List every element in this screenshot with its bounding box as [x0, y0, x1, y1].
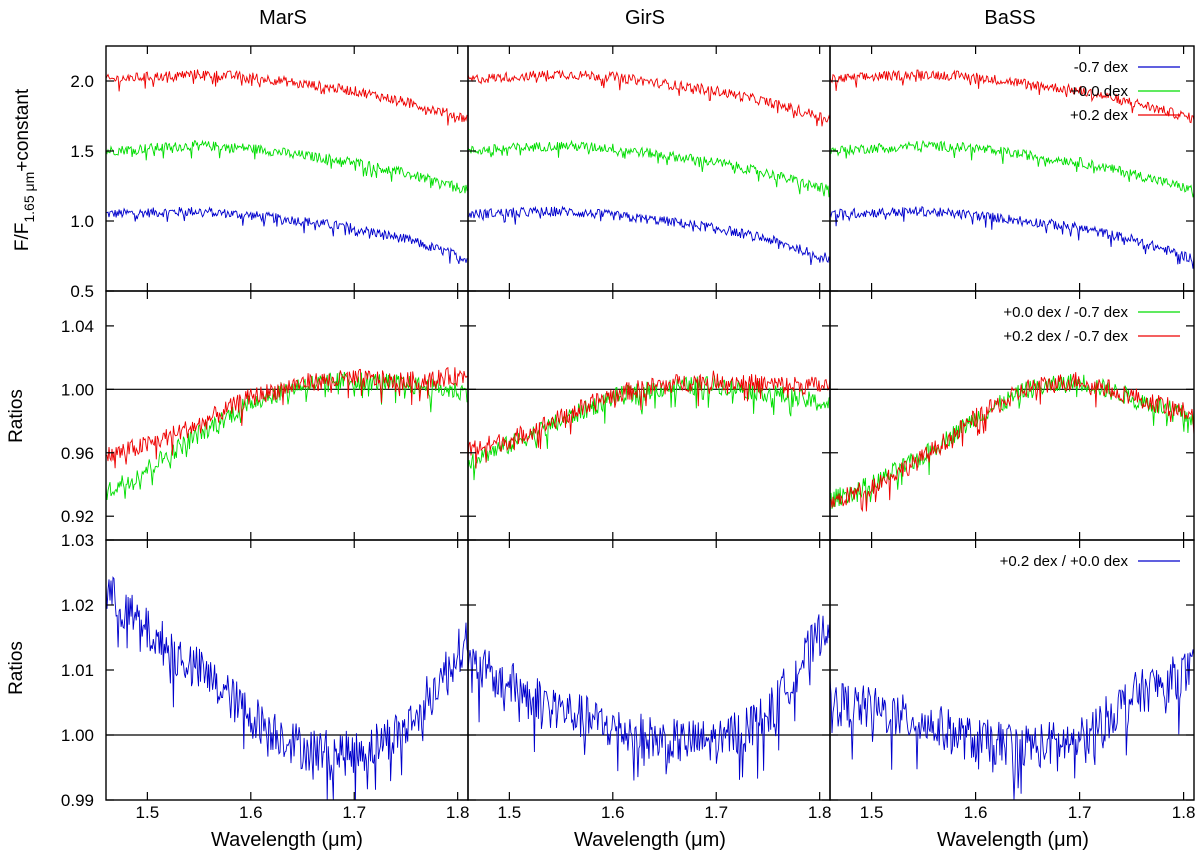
ylabel-row3: Ratios	[6, 641, 27, 695]
xlabel-bass: Wavelength (μm)	[937, 829, 1089, 851]
series-line-mars-2	[105, 366, 469, 469]
y-tick-label: 0.92	[61, 507, 94, 526]
xlabel-mars: Wavelength (μm)	[211, 829, 363, 851]
x-tick-label: 1.6	[601, 803, 625, 822]
y-tick-label: 0.99	[61, 791, 94, 810]
series-line-mars-3	[105, 69, 469, 126]
series-line-mars-1	[105, 371, 469, 501]
x-tick-label: 1.8	[808, 803, 832, 822]
panel-grid: 0.5 1.0 1.5 2.0 -0.7 dex +0.0 dex +0.2 dex 0.92…	[61, 45, 1196, 822]
legend-label: +0.0 dex / -0.7 dex	[1003, 304, 1128, 321]
ylabel-row2: Ratios	[6, 389, 27, 443]
column-title-mars: MarS	[259, 7, 307, 29]
x-tick-label: 1.8	[1172, 803, 1196, 822]
y-tick-label: 1.00	[61, 380, 94, 399]
panel-frame	[467, 539, 831, 801]
x-tick-label: 1.7	[1068, 803, 1092, 822]
x-tick-label: 1.8	[446, 803, 470, 822]
series-line-bass-1	[829, 205, 1195, 269]
series-line-girs-3	[467, 69, 831, 127]
series-line-bass-2	[829, 372, 1195, 513]
x-tick-label: 1.5	[860, 803, 884, 822]
y-tick-label: 1.04	[61, 317, 94, 336]
legend-label: -0.7 dex	[1074, 59, 1129, 76]
column-title-bass: BaSS	[984, 7, 1035, 29]
panel-girs-row3: 1.5 1.6 1.7 1.8	[467, 539, 832, 822]
series-line-bass-3	[829, 69, 1195, 124]
legend-label: +0.0 dex	[1070, 83, 1128, 100]
series-line-girs-1	[467, 375, 831, 481]
panel-frame	[467, 290, 831, 541]
series-line-mars-1	[105, 576, 469, 801]
series-line-girs-2	[467, 139, 831, 198]
legend-label: +0.2 dex	[1070, 107, 1128, 124]
xlabel-girs: Wavelength (μm)	[574, 829, 726, 851]
y-tick-label: 1.03	[61, 531, 94, 550]
panel-girs-row2	[467, 290, 831, 541]
x-tick-label: 1.6	[239, 803, 263, 822]
panel-mars-row2: 0.92 0.96 1.00 1.04	[61, 290, 469, 541]
series-line-bass-2	[829, 139, 1195, 198]
column-title-girs: GirS	[625, 7, 665, 29]
series-line-girs-2	[467, 370, 831, 469]
y-tick-label: 1.01	[61, 661, 94, 680]
x-tick-label: 1.6	[964, 803, 988, 822]
panel-frame	[105, 539, 469, 801]
y-tick-label: 1.0	[70, 212, 94, 231]
y-tick-label: 1.5	[70, 142, 94, 161]
panel-bass-row2: +0.0 dex / -0.7 dex +0.2 dex / -0.7 dex	[829, 290, 1195, 541]
series-line-bass-1	[829, 374, 1195, 509]
series-line-bass-1	[829, 649, 1195, 801]
y-tick-label: 1.00	[61, 726, 94, 745]
x-tick-label: 1.5	[498, 803, 522, 822]
legend-label: +0.2 dex / +0.0 dex	[1000, 553, 1129, 570]
panel-bass-row3: 1.5 1.6 1.7 1.8 +0.2 dex / +0.0 dex	[829, 539, 1196, 822]
y-tick-label: 1.02	[61, 596, 94, 615]
series-line-girs-1	[467, 614, 831, 781]
x-tick-label: 1.7	[342, 803, 366, 822]
ylabel-row1: F/F1.65 μm+constant	[12, 88, 37, 251]
panel-frame	[105, 290, 469, 541]
series-line-mars-2	[105, 139, 469, 194]
legend-label: +0.2 dex / -0.7 dex	[1003, 328, 1128, 345]
x-tick-label: 1.5	[136, 803, 160, 822]
y-tick-label: 0.5	[70, 282, 94, 301]
series-line-girs-1	[467, 205, 831, 265]
panel-mars-row1: 0.5 1.0 1.5 2.0	[70, 45, 469, 301]
series-line-mars-1	[105, 206, 469, 265]
panel-bass-row1: -0.7 dex +0.0 dex +0.2 dex	[829, 45, 1195, 292]
x-tick-label: 1.7	[704, 803, 728, 822]
panel-mars-row3: 1.5 1.6 1.7 1.8 0.99 1.00 1.01 1.02 1.03	[61, 531, 470, 822]
panel-frame	[829, 539, 1195, 801]
panel-girs-row1	[467, 45, 831, 292]
y-tick-label: 0.96	[61, 444, 94, 463]
y-tick-label: 2.0	[70, 72, 94, 91]
